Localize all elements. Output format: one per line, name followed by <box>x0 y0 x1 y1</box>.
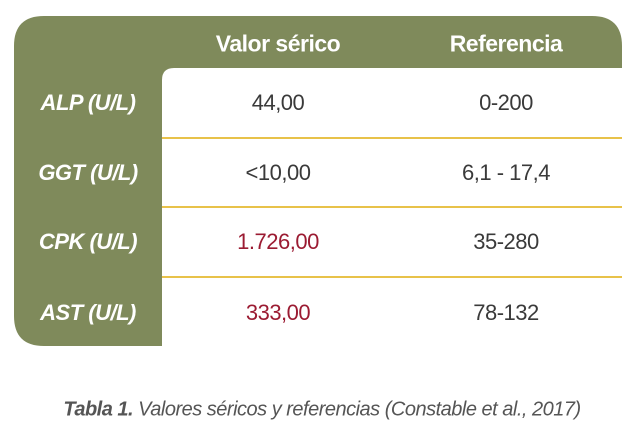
cell: 35-280 <box>473 229 539 254</box>
cell: 0-200 <box>479 90 533 115</box>
cell: 333,00 <box>245 300 311 325</box>
caption: Tabla 1. Valores séricos y referencias (… <box>63 398 581 422</box>
cell: <10,00 <box>245 160 311 185</box>
row-label: AST (U/L) <box>40 300 136 325</box>
column-header: Referencia <box>449 30 563 57</box>
cell: 44,00 <box>251 90 305 115</box>
row-label: GGT (U/L) <box>38 160 138 185</box>
column-header: Valor sérico <box>215 30 341 57</box>
row-label: ALP (U/L) <box>40 90 136 115</box>
caption-label: Tabla 1. <box>63 398 134 421</box>
cell: 1.726,00 <box>237 229 319 254</box>
caption-text: Valores séricos y referencias (Constable… <box>138 398 581 421</box>
table-header-shape <box>14 16 622 346</box>
row-label: CPK (U/L) <box>38 229 138 254</box>
cell: 6,1 - 17,4 <box>462 160 550 185</box>
cell: 78-132 <box>473 300 539 325</box>
